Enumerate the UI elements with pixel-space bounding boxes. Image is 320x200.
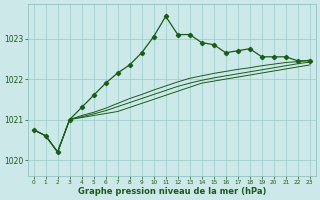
X-axis label: Graphe pression niveau de la mer (hPa): Graphe pression niveau de la mer (hPa)	[77, 187, 266, 196]
